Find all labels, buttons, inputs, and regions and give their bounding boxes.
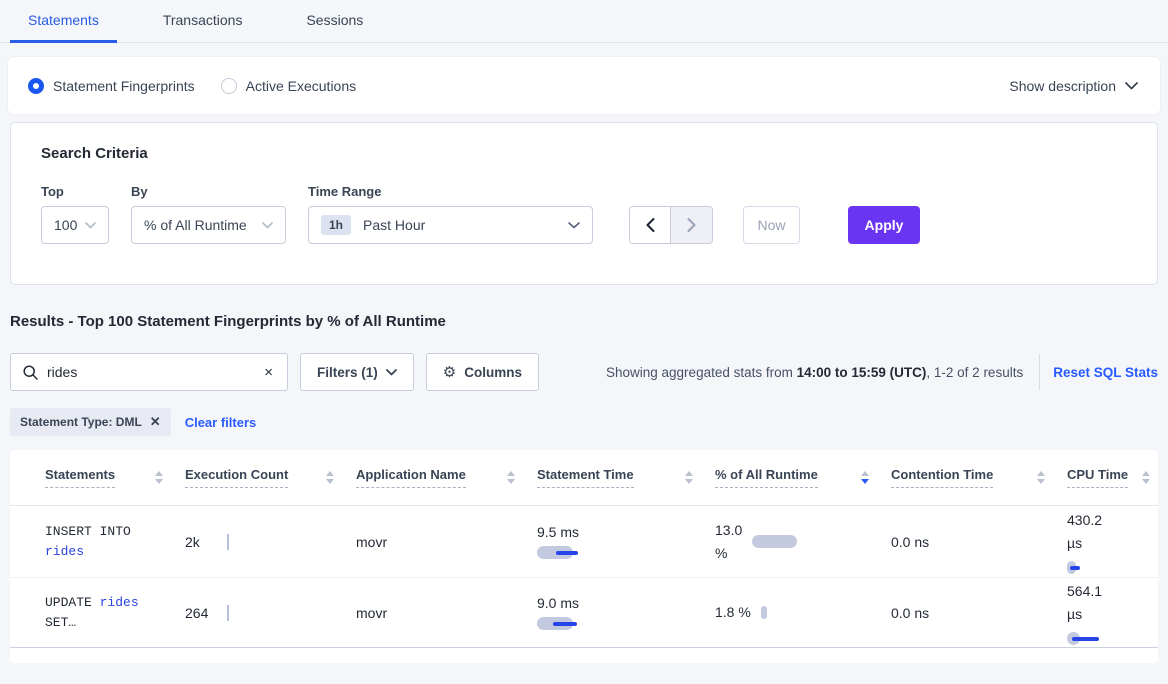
reset-sql-stats-link[interactable]: Reset SQL Stats <box>1053 364 1158 380</box>
tab-statements[interactable]: Statements <box>10 12 117 43</box>
application-name-cell: movr <box>356 604 388 621</box>
column-header-execution-count[interactable]: Execution Count <box>185 467 356 488</box>
search-input[interactable] <box>47 364 263 380</box>
table-row[interactable]: UPDATE rides SET… 264 movr 9.0 ms 1.8 % 0… <box>10 577 1158 648</box>
aggregated-stats-text: Showing aggregated stats from 14:00 to 1… <box>606 364 1024 380</box>
top-select-value: 100 <box>54 217 78 233</box>
now-button[interactable]: Now <box>743 206 800 244</box>
time-nav-group <box>629 206 713 244</box>
search-box[interactable]: × <box>10 353 288 391</box>
execution-count-bar <box>227 604 229 621</box>
statement-fingerprint-cell[interactable]: UPDATE rides SET… <box>45 594 139 630</box>
percent-runtime-bar <box>760 606 769 619</box>
tab-sessions[interactable]: Sessions <box>306 12 364 28</box>
time-range-badge: 1h <box>321 215 352 235</box>
results-table: Statements Execution Count Application N… <box>10 450 1158 663</box>
sort-icon <box>507 471 515 484</box>
view-toggle-bar: Statement Fingerprints Active Executions… <box>8 57 1160 114</box>
clear-filters-link[interactable]: Clear filters <box>184 414 257 430</box>
time-next-button[interactable] <box>671 207 712 243</box>
column-header-application-name[interactable]: Application Name <box>356 467 537 488</box>
show-description-toggle[interactable]: Show description <box>1009 78 1138 94</box>
column-header-contention-time[interactable]: Contention Time <box>891 467 1067 488</box>
time-prev-button[interactable] <box>630 207 671 243</box>
execution-count-cell: 264 <box>185 604 356 621</box>
statement-time-cell: 9.0 ms <box>537 595 715 630</box>
top-label: Top <box>41 184 64 199</box>
percent-runtime-cell: 13.0% <box>715 519 891 565</box>
filters-label: Filters (1) <box>317 364 378 380</box>
cpu-time-bar <box>1067 561 1158 574</box>
sort-icon <box>1142 471 1150 484</box>
column-header-statement-time[interactable]: Statement Time <box>537 467 715 488</box>
tab-transactions[interactable]: Transactions <box>162 12 243 28</box>
view-radio-group: Statement Fingerprints Active Executions <box>28 77 357 94</box>
clear-search-icon[interactable]: × <box>264 363 273 381</box>
search-criteria-card: Search Criteria Top 100 By % of All Runt… <box>10 122 1158 285</box>
chevron-down-icon <box>262 221 273 228</box>
statement-time-cell: 9.5 ms <box>537 524 715 559</box>
by-select-value: % of All Runtime <box>144 217 247 233</box>
table-header-row: Statements Execution Count Application N… <box>10 450 1158 506</box>
filter-chip-label: Statement Type: DML <box>20 415 142 429</box>
sort-icon <box>326 471 334 484</box>
cpu-time-cell: 564.1 µs <box>1067 580 1158 645</box>
remove-filter-icon[interactable]: ✕ <box>149 414 161 429</box>
chevron-down-icon <box>1125 81 1138 89</box>
filters-button[interactable]: Filters (1) <box>300 353 414 391</box>
radio-unselected-icon <box>220 77 237 94</box>
toolbar-divider <box>1039 354 1041 390</box>
contention-time-cell: 0.0 ns <box>891 604 930 621</box>
filter-chip: Statement Type: DML ✕ <box>10 408 171 436</box>
time-range-value: Past Hour <box>363 217 426 233</box>
cpu-time-cell: 430.2 µs <box>1067 509 1158 574</box>
time-range-label: Time Range <box>308 184 382 199</box>
statement-link[interactable]: rides <box>99 594 139 610</box>
radio-active-executions[interactable]: Active Executions <box>220 77 357 94</box>
radio-selected-icon <box>28 77 44 94</box>
statement-fingerprint-cell[interactable]: INSERT INTO rides <box>45 523 131 559</box>
execution-count-cell: 2k <box>185 533 356 550</box>
column-header-statements[interactable]: Statements <box>45 467 185 488</box>
statement-link[interactable]: rides <box>45 543 85 559</box>
sort-icon <box>1037 471 1045 484</box>
column-header-cpu-time[interactable]: CPU Time <box>1067 467 1158 488</box>
execution-count-bar <box>227 533 229 550</box>
filter-chip-row: Statement Type: DML ✕ Clear filters <box>10 408 1158 436</box>
application-name-cell: movr <box>356 533 388 550</box>
search-icon <box>23 364 38 380</box>
chevron-down-icon <box>85 221 96 228</box>
top-select[interactable]: 100 <box>41 206 109 244</box>
column-header-percent-runtime[interactable]: % of All Runtime <box>715 467 891 488</box>
chevron-down-icon <box>568 221 580 228</box>
sort-icon-active-desc <box>861 471 869 484</box>
columns-button[interactable]: ⚙ Columns <box>425 353 539 391</box>
cpu-time-bar <box>1067 632 1158 645</box>
chevron-right-icon <box>687 218 696 232</box>
percent-runtime-cell: 1.8 % <box>715 601 891 624</box>
by-label: By <box>131 184 148 199</box>
radio-statement-fingerprints[interactable]: Statement Fingerprints <box>28 77 195 94</box>
statement-time-bar <box>537 546 715 559</box>
results-toolbar: × Filters (1) ⚙ Columns Showing aggregat… <box>10 353 1158 391</box>
radio-label: Active Executions <box>245 77 357 94</box>
statement-time-bar <box>537 617 715 630</box>
apply-button[interactable]: Apply <box>848 206 920 244</box>
columns-label: Columns <box>464 364 522 380</box>
results-heading: Results - Top 100 Statement Fingerprints… <box>10 313 446 330</box>
contention-time-cell: 0.0 ns <box>891 533 930 550</box>
time-range-select[interactable]: 1h Past Hour <box>308 206 593 244</box>
sort-icon <box>685 471 693 484</box>
search-criteria-title: Search Criteria <box>41 145 148 162</box>
chevron-down-icon <box>385 368 397 375</box>
show-description-label: Show description <box>1009 77 1116 94</box>
sort-icon <box>155 471 163 484</box>
gear-icon: ⚙ <box>442 363 457 381</box>
percent-runtime-bar <box>752 535 798 548</box>
table-row[interactable]: INSERT INTO rides 2k movr 9.5 ms 13.0% 0.… <box>10 506 1158 577</box>
chevron-left-icon <box>646 218 654 232</box>
page-tabbar: Statements Transactions Sessions <box>0 0 1168 43</box>
by-select[interactable]: % of All Runtime <box>131 206 286 244</box>
radio-label: Statement Fingerprints <box>53 77 195 94</box>
